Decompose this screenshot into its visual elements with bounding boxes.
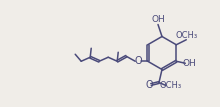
Text: OH: OH: [152, 16, 165, 25]
Text: O: O: [135, 56, 142, 66]
Text: O: O: [145, 80, 153, 89]
Text: OCH₃: OCH₃: [160, 81, 182, 90]
Text: OCH₃: OCH₃: [176, 31, 198, 40]
Text: OH: OH: [182, 59, 196, 68]
